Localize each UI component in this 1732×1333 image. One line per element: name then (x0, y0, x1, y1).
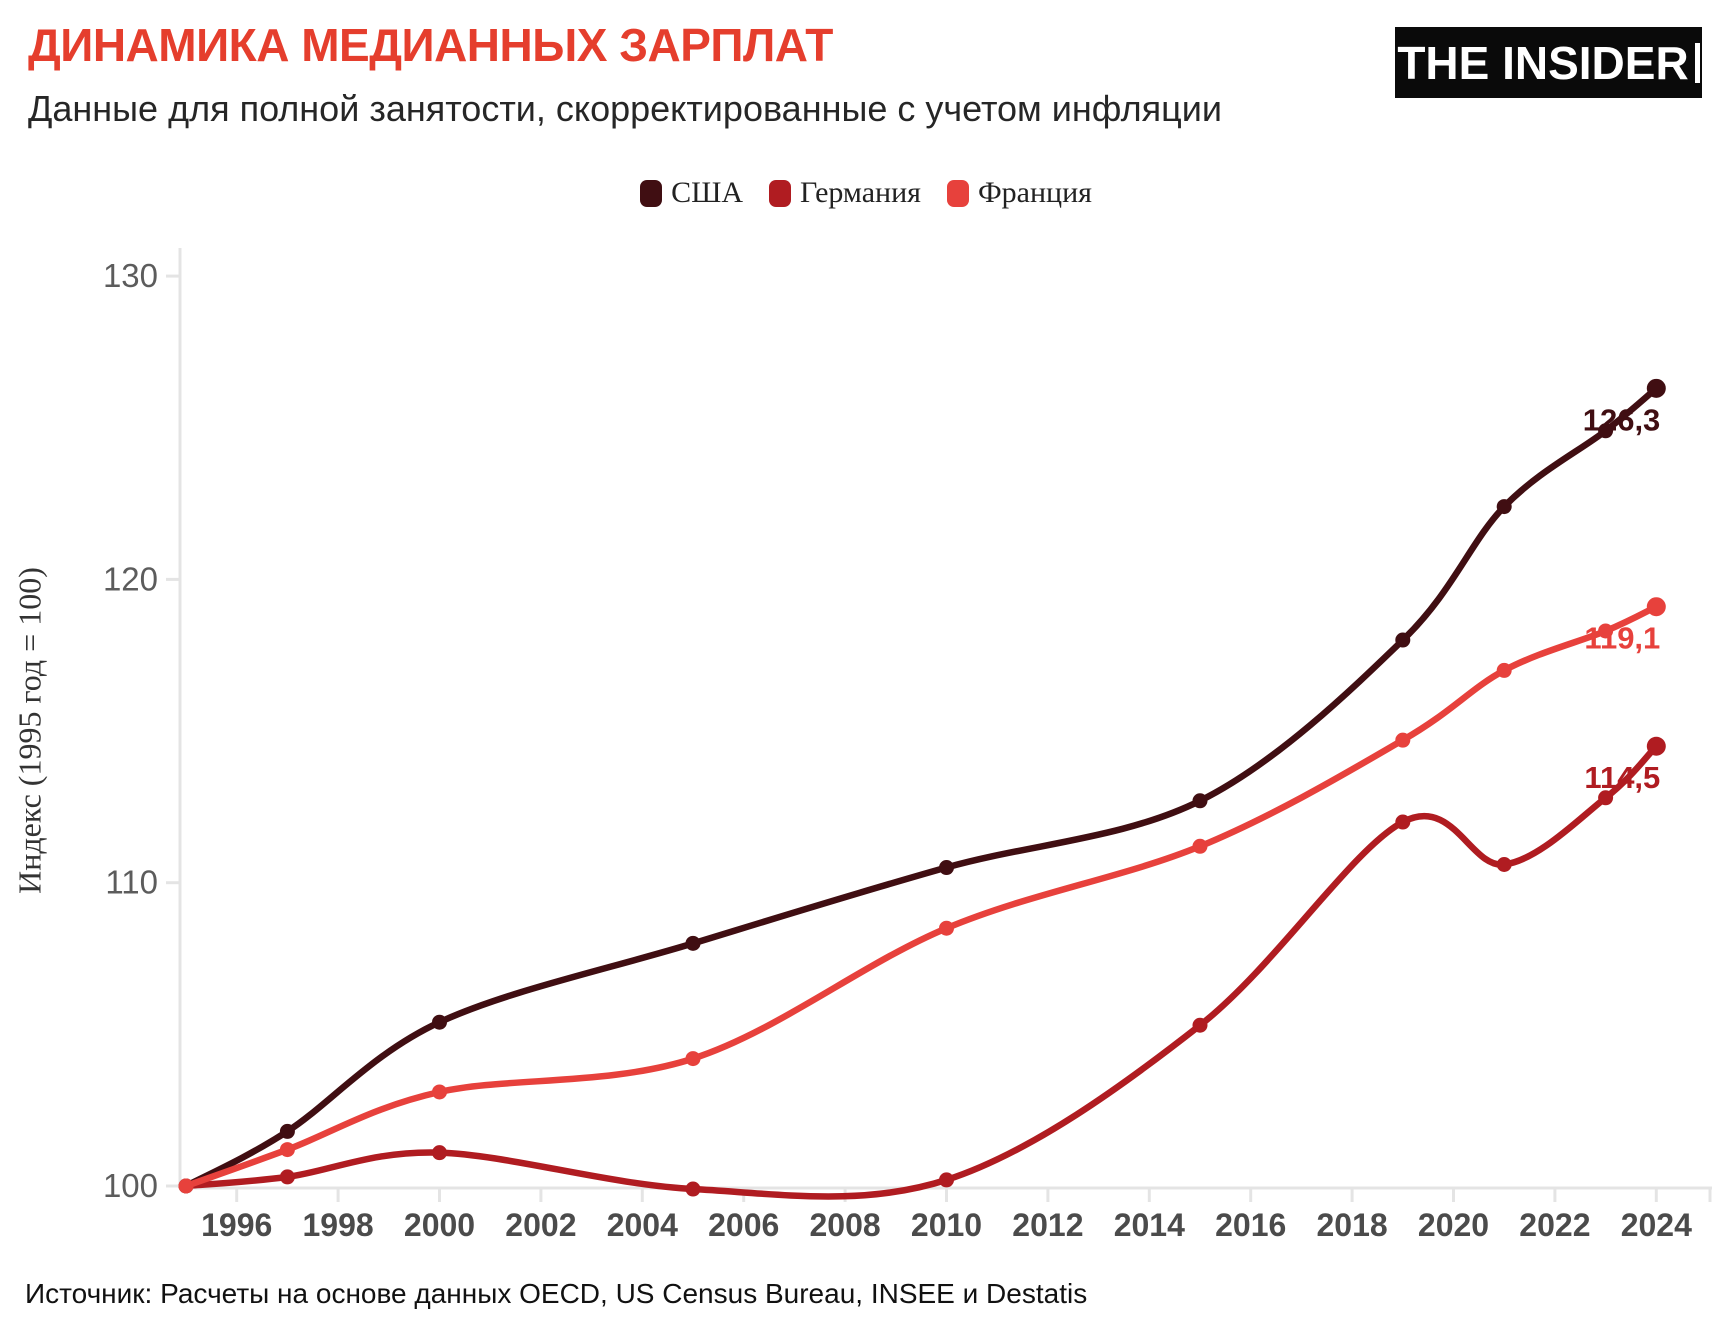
x-tick-label: 2022 (1519, 1207, 1590, 1243)
y-tick-label: 120 (103, 560, 158, 597)
data-point-США-2005 (685, 935, 701, 951)
legend-label: Франция (977, 176, 1092, 209)
data-point-США-2023 (1598, 423, 1614, 439)
logo-cursor-bar (1694, 42, 1700, 83)
legend-swatch (946, 179, 969, 207)
x-tick-label: 2006 (708, 1207, 779, 1243)
legend-label: Германия (800, 176, 921, 209)
data-point-Франция-2015 (1192, 838, 1208, 854)
x-tick-label: 2024 (1621, 1207, 1692, 1243)
data-point-Германия-2021 (1496, 857, 1512, 873)
the-insider-logo: THE INSIDER (1395, 27, 1702, 98)
data-point-Германия-2010 (939, 1172, 954, 1188)
data-point-Германия-2005 (685, 1181, 701, 1197)
data-point-США-2019 (1395, 632, 1411, 648)
data-point-США-2021 (1496, 499, 1512, 515)
legend-swatch (769, 179, 792, 207)
legend-item-1: США (640, 178, 743, 208)
x-tick-label: 2000 (404, 1207, 475, 1243)
data-point-США-2015 (1192, 793, 1208, 809)
y-tick-label: 130 (103, 257, 158, 294)
x-tick-label: 2018 (1317, 1207, 1388, 1243)
y-tick-label: 100 (103, 1167, 158, 1204)
end-value-label-США: 126,3 (1583, 402, 1661, 437)
x-tick-label: 2010 (911, 1207, 982, 1243)
data-point-Франция-2024 (1646, 597, 1666, 617)
data-point-Германия-1997 (279, 1169, 295, 1185)
data-point-США-2024 (1646, 378, 1666, 398)
chart-subtitle: Данные для полной занятости, скорректиро… (28, 88, 1222, 129)
x-tick-label: 1996 (201, 1207, 272, 1243)
legend-item-3: Франция (946, 176, 1092, 209)
chart-legend: США Германия Франция (0, 178, 1732, 208)
x-tick-label: 2002 (505, 1207, 576, 1243)
data-point-Германия-2023 (1598, 790, 1614, 806)
data-point-Германия-2024 (1646, 736, 1666, 756)
x-tick-label: 2020 (1418, 1207, 1489, 1243)
page-title: ДИНАМИКА МЕДИАННЫХ ЗАРПЛАТ (28, 19, 833, 71)
end-value-label-Германия: 114,5 (1584, 760, 1660, 795)
legend-item-2: Германия (769, 178, 921, 208)
data-point-Франция-2005 (685, 1051, 701, 1067)
x-tick-label: 2012 (1012, 1207, 1083, 1243)
data-point-Германия-2015 (1192, 1017, 1208, 1033)
x-tick-label: 2004 (607, 1207, 678, 1243)
logo-text: THE INSIDER (1397, 36, 1689, 89)
data-point-Германия-2000 (432, 1145, 447, 1161)
data-point-Франция-2019 (1395, 732, 1411, 748)
data-point-США-2010 (939, 860, 954, 876)
data-point-Франция-2023 (1598, 623, 1614, 639)
data-point-Франция-1995 (178, 1178, 194, 1194)
series-line-США (182, 385, 1660, 1190)
x-tick-label: 2014 (1114, 1207, 1185, 1243)
legend-label: США (671, 176, 744, 209)
x-tick-label: 2008 (810, 1207, 881, 1243)
data-point-Франция-2010 (939, 920, 954, 936)
data-point-Франция-1997 (279, 1142, 295, 1158)
data-point-США-1997 (279, 1123, 295, 1139)
data-point-США-2000 (432, 1014, 447, 1030)
legend-swatch (640, 179, 663, 207)
x-tick-label: 1998 (303, 1207, 374, 1243)
y-tick-label: 110 (105, 864, 158, 901)
series-line-Франция (182, 603, 1660, 1190)
source-note: Источник: Расчеты на основе данных OECD,… (25, 1278, 1088, 1309)
x-tick-label: 2016 (1215, 1207, 1286, 1243)
data-point-Франция-2021 (1496, 662, 1512, 678)
end-value-label-Франция: 119,1 (1584, 621, 1660, 656)
data-point-Франция-2000 (432, 1084, 447, 1100)
series-line-Германия (182, 742, 1660, 1200)
data-point-Германия-2019 (1395, 814, 1411, 830)
